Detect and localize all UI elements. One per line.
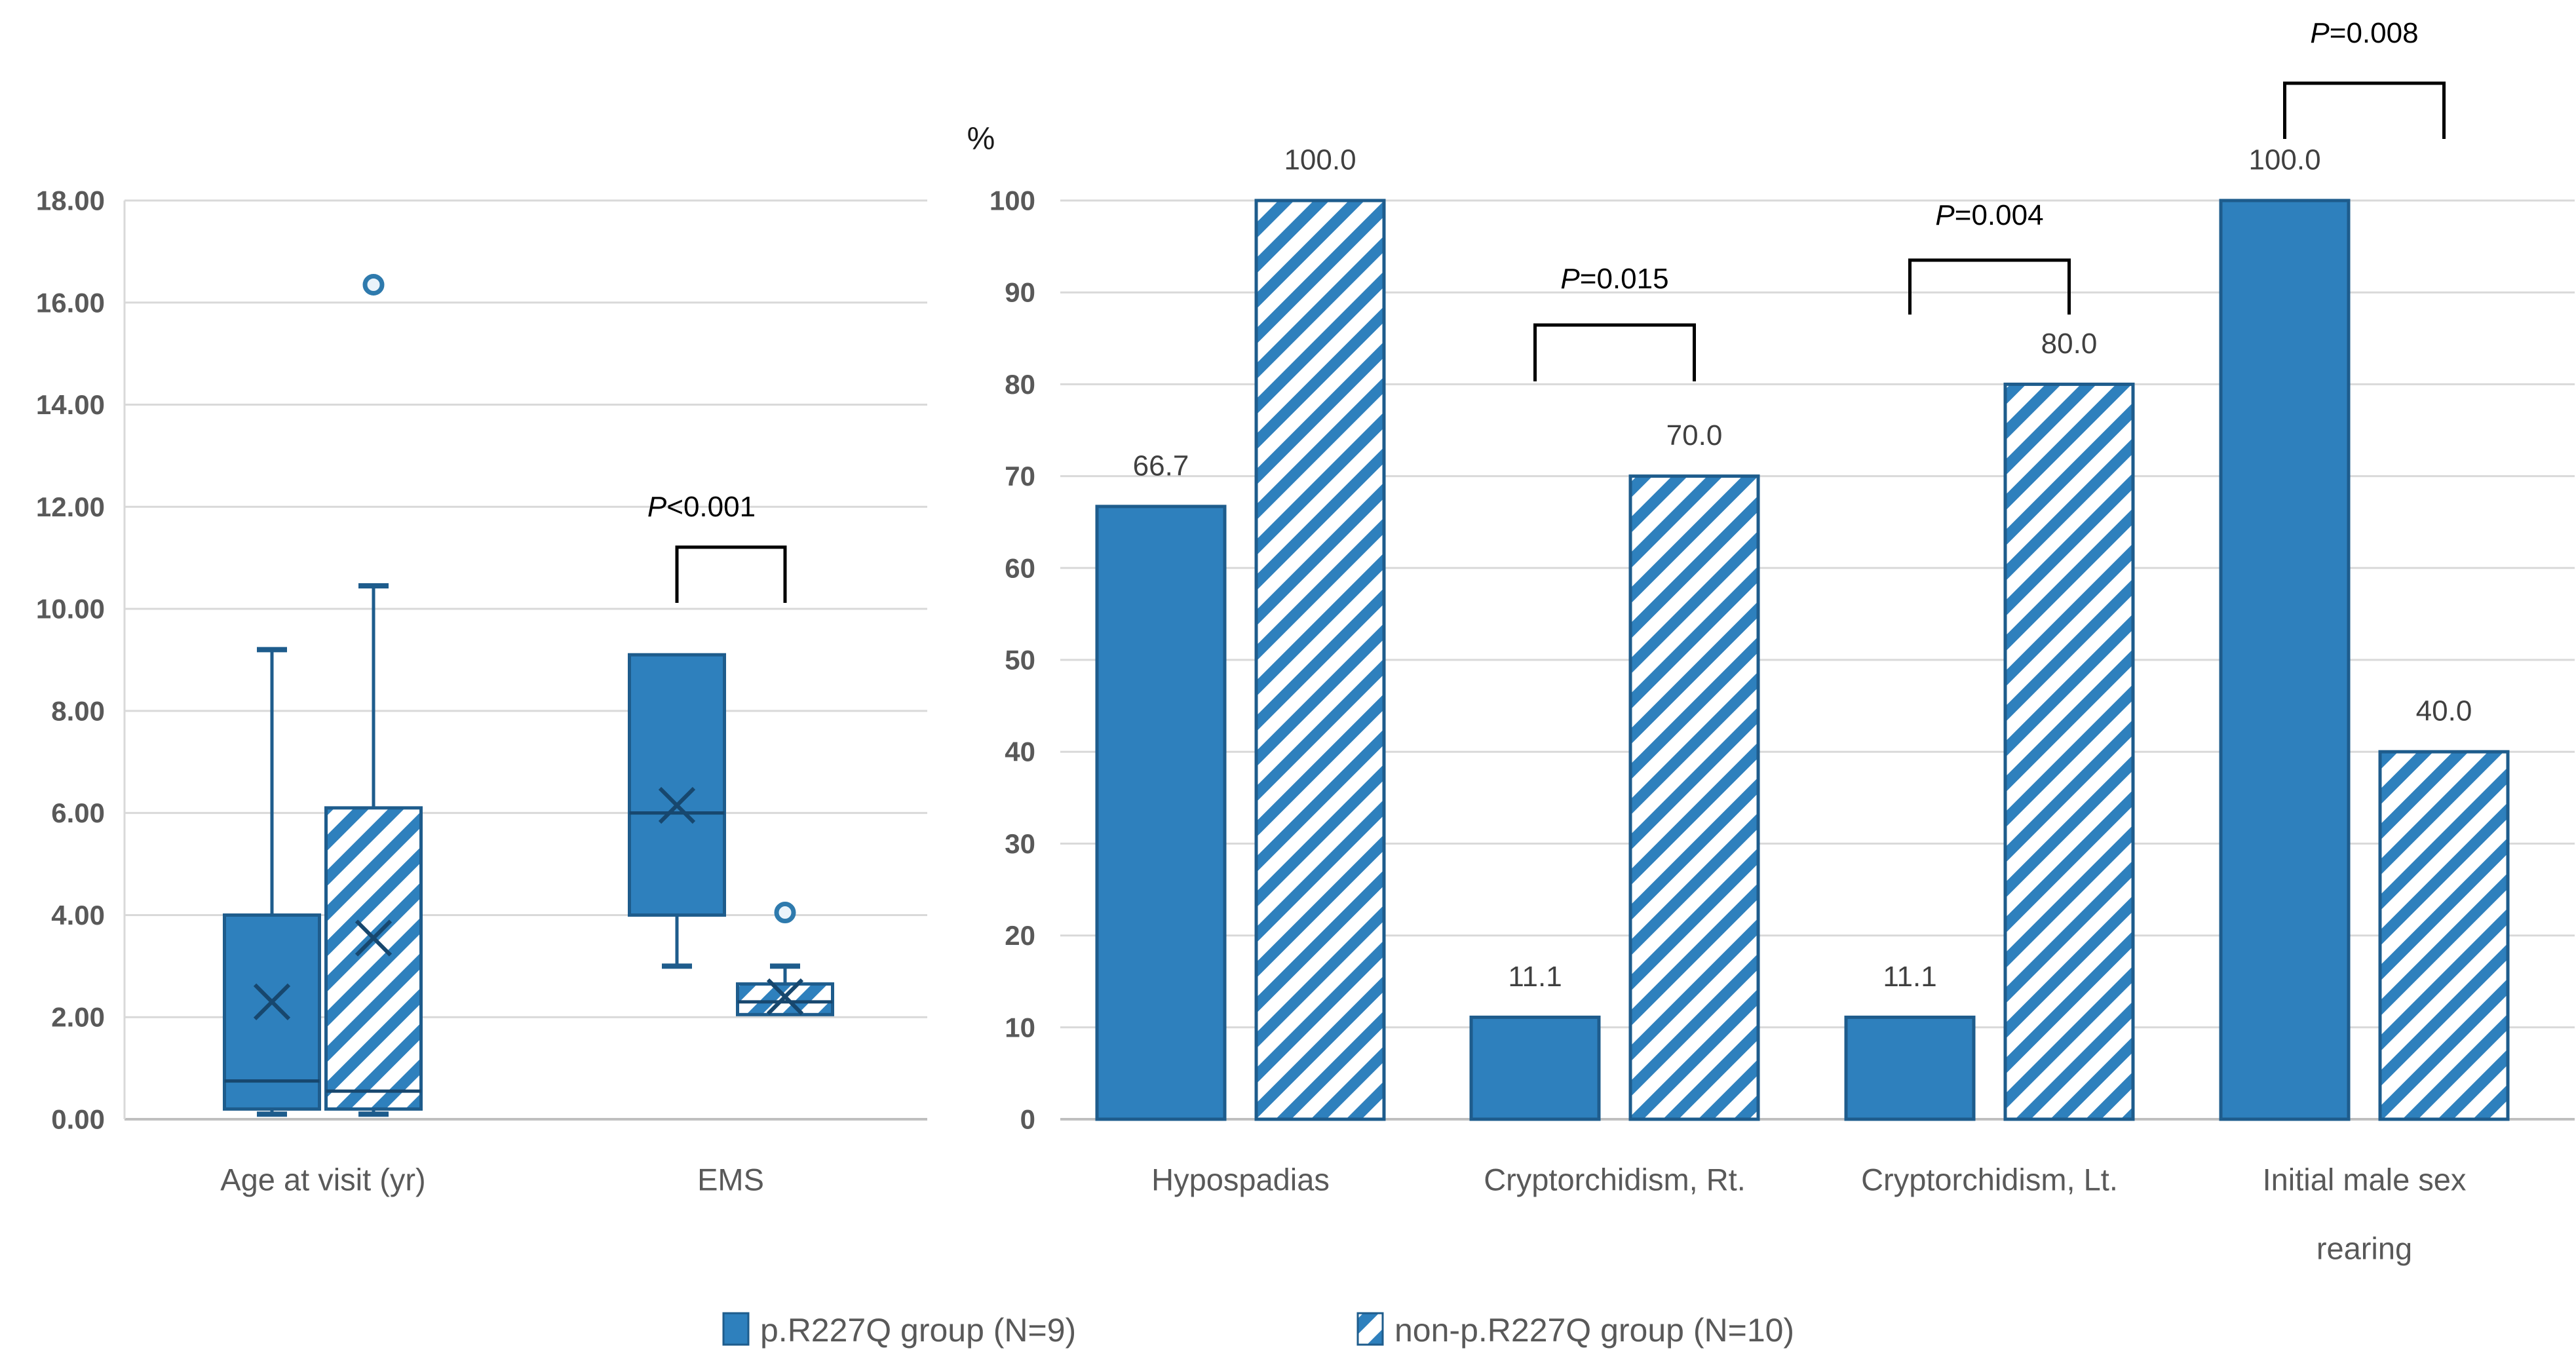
bar-hatched-1 bbox=[1628, 474, 1760, 1121]
outlier-point bbox=[774, 902, 796, 924]
right-y-tick-label: 100 bbox=[990, 185, 1035, 216]
bar-hatched-2 bbox=[2003, 382, 2135, 1121]
bar-solid-0 bbox=[1095, 505, 1227, 1121]
left-y-tick-label: 10.00 bbox=[36, 594, 105, 624]
mean-x-marker bbox=[253, 983, 291, 1020]
box-rect bbox=[223, 913, 321, 1111]
percent-axis-label: % bbox=[967, 122, 995, 157]
right-y-tick-label: 10 bbox=[1005, 1012, 1035, 1043]
bar-hatched-3 bbox=[2378, 750, 2510, 1121]
left-y-tick-label: 18.00 bbox=[36, 185, 105, 216]
right-category-label: Hypospadias bbox=[1151, 1162, 1330, 1197]
left-y-tick-label: 16.00 bbox=[36, 287, 105, 318]
legend-item-solid: p.R227Q group (N=9) bbox=[722, 1312, 1076, 1349]
left-category-label: Age at visit (yr) bbox=[220, 1162, 425, 1197]
box-hatched-1 bbox=[736, 902, 834, 1016]
bar-hatched-0 bbox=[1254, 199, 1386, 1121]
box-rect bbox=[628, 653, 726, 917]
left-y-tick-label: 0.00 bbox=[51, 1104, 105, 1135]
mean-x-marker bbox=[658, 786, 696, 824]
box-rect bbox=[324, 806, 423, 1111]
right-category-label: Initial male sex bbox=[2263, 1162, 2467, 1197]
left-category-label: EMS bbox=[697, 1162, 764, 1197]
right-y-tick-label: 70 bbox=[1005, 461, 1035, 491]
mean-x-marker bbox=[766, 978, 804, 1016]
legend: p.R227Q group (N=9) non-p.R227Q group (N=… bbox=[722, 1312, 1794, 1349]
significance-bracket-2 bbox=[1908, 258, 2071, 315]
right-y-tick-label: 20 bbox=[1005, 920, 1035, 951]
bar-solid-3 bbox=[2219, 199, 2351, 1121]
right-y-tick-label: 50 bbox=[1005, 645, 1035, 676]
right-y-tick-label: 40 bbox=[1005, 737, 1035, 767]
bar-value-label: 100.0 bbox=[2248, 144, 2320, 176]
significance-bracket-ems bbox=[675, 545, 787, 603]
mean-x-marker bbox=[355, 919, 393, 957]
right-category-label: rearing bbox=[2316, 1231, 2412, 1266]
significance-bracket-3 bbox=[2283, 81, 2446, 139]
p-value-label-3: P=0.008 bbox=[2310, 17, 2418, 49]
box-solid-1 bbox=[628, 653, 726, 969]
right-y-tick-label: 60 bbox=[1005, 552, 1035, 583]
legend-swatch-solid bbox=[722, 1312, 750, 1346]
p-value-label-ems: P<0.001 bbox=[647, 491, 756, 523]
p-value-label-1: P=0.015 bbox=[1560, 263, 1668, 295]
bar-value-label: 80.0 bbox=[2041, 328, 2098, 360]
right-y-tick-label: 90 bbox=[1005, 277, 1035, 308]
left-y-tick-label: 14.00 bbox=[36, 389, 105, 420]
bar-solid-2 bbox=[1844, 1015, 1976, 1121]
legend-label: p.R227Q group (N=9) bbox=[760, 1312, 1076, 1349]
bar-value-label: 11.1 bbox=[1883, 961, 1936, 993]
outlier-point bbox=[362, 274, 385, 296]
right-y-tick-label: 0 bbox=[1020, 1104, 1035, 1135]
legend-swatch-hatched bbox=[1356, 1312, 1384, 1346]
left-boxplot-panel: 0.00 2.00 4.00 6.00 8.00 10.00 12.00 14.00 16.00… bbox=[36, 185, 927, 1197]
left-y-tick-label: 4.00 bbox=[51, 900, 105, 931]
left-y-tick-label: 6.00 bbox=[51, 797, 105, 828]
legend-label: non-p.R227Q group (N=10) bbox=[1394, 1312, 1794, 1349]
right-category-label: Cryptorchidism, Lt. bbox=[1861, 1162, 2118, 1197]
legend-item-hatched: non-p.R227Q group (N=10) bbox=[1356, 1312, 1794, 1349]
right-barchart-panel: 0 10 20 30 40 50 60 70 80 90 100% 66.7 11.1 11.1 100.0… bbox=[967, 17, 2575, 1266]
bar-value-label: 66.7 bbox=[1133, 450, 1189, 482]
box-hatched-0 bbox=[324, 274, 423, 1117]
bar-value-label: 70.0 bbox=[1666, 419, 1723, 451]
bar-value-label: 11.1 bbox=[1508, 961, 1562, 993]
significance-bracket-1 bbox=[1533, 323, 1696, 381]
right-category-label: Cryptorchidism, Rt. bbox=[1484, 1162, 1746, 1197]
box-solid-0 bbox=[223, 647, 321, 1117]
right-y-tick-label: 80 bbox=[1005, 369, 1035, 400]
left-y-tick-label: 8.00 bbox=[51, 695, 105, 726]
p-value-label-2: P=0.004 bbox=[1935, 199, 2043, 231]
bar-value-label: 100.0 bbox=[1284, 144, 1356, 176]
left-y-tick-label: 2.00 bbox=[51, 1002, 105, 1033]
left-y-tick-label: 12.00 bbox=[36, 491, 105, 522]
bar-value-label: 40.0 bbox=[2416, 695, 2472, 727]
right-y-tick-label: 30 bbox=[1005, 828, 1035, 859]
bar-solid-1 bbox=[1469, 1015, 1601, 1121]
